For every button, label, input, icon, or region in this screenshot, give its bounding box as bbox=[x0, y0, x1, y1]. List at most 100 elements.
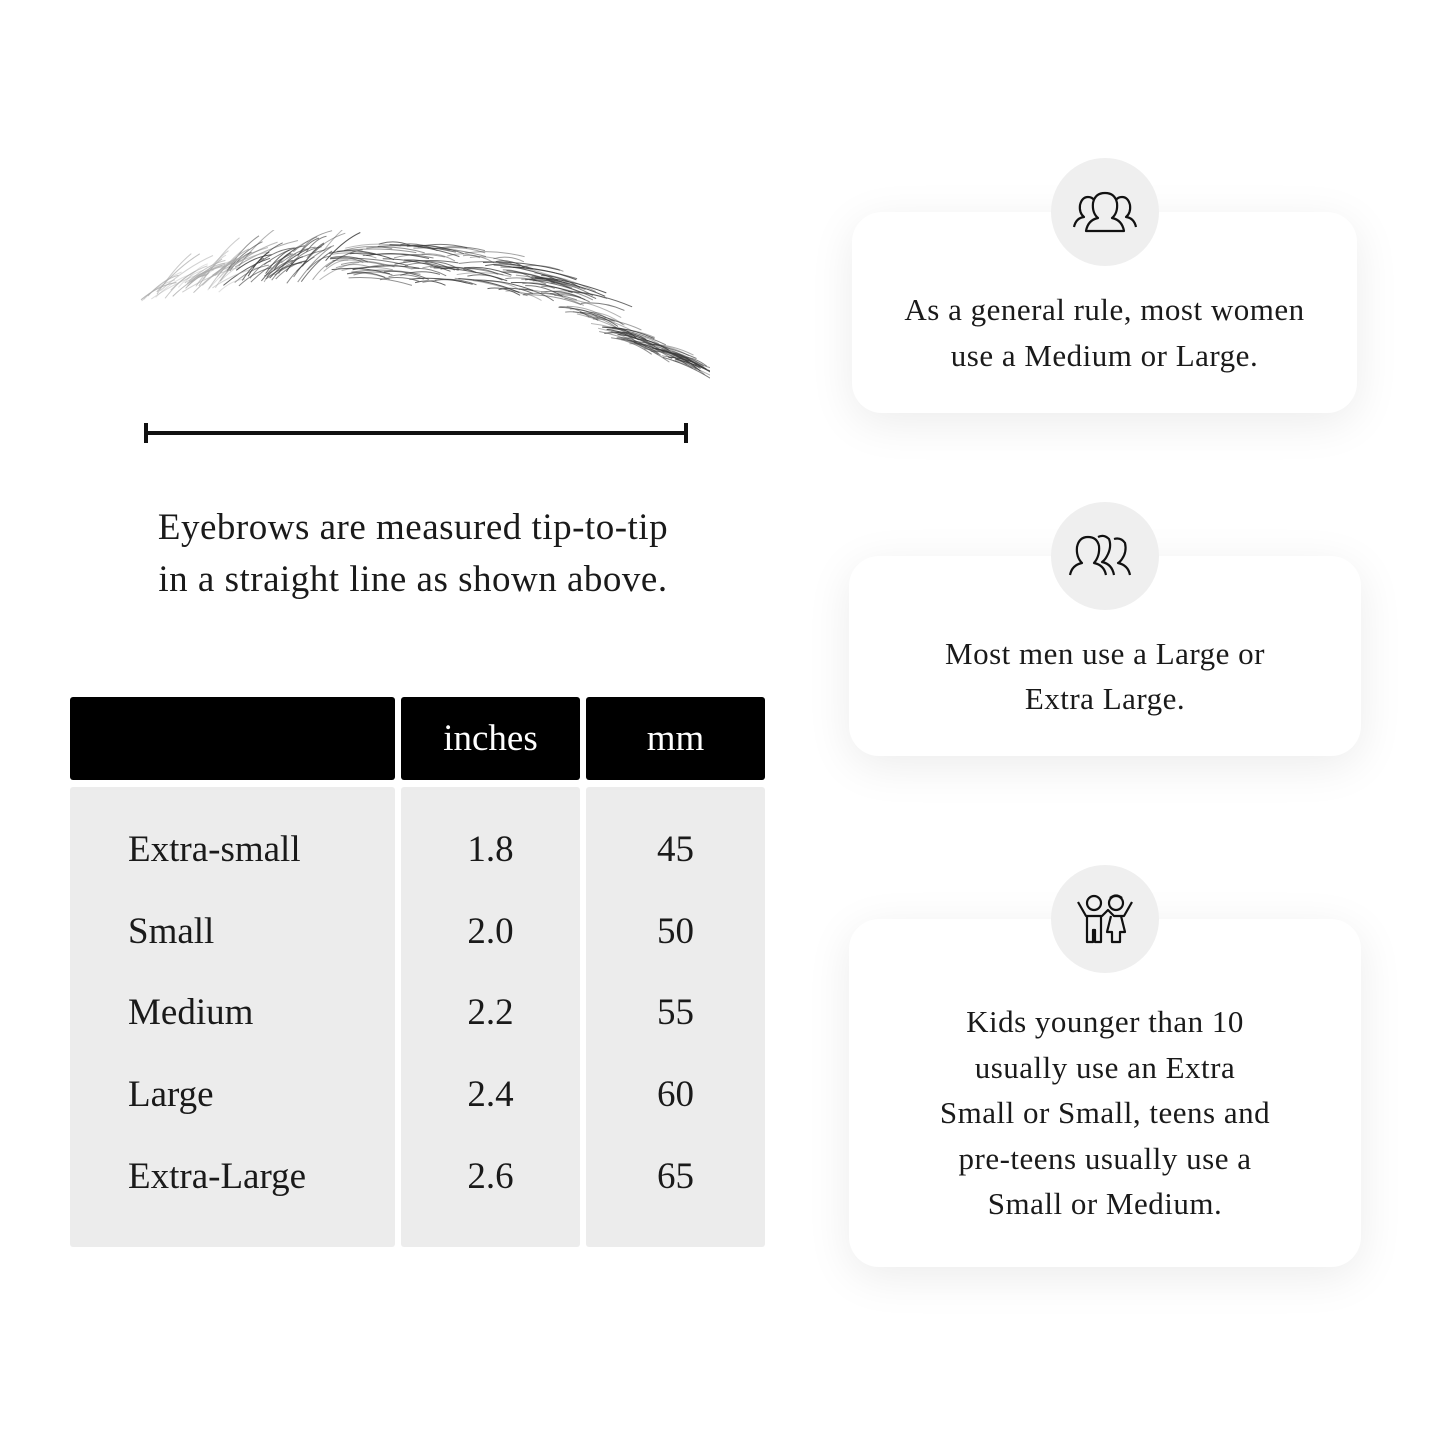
eyebrow-hair bbox=[250, 253, 293, 283]
eyebrow-hair bbox=[335, 263, 371, 269]
eyebrow-hair bbox=[346, 271, 386, 278]
caption-line: in a straight line as shown above. bbox=[158, 559, 668, 600]
eyebrow-hair bbox=[456, 272, 512, 278]
eyebrow-hair bbox=[422, 265, 459, 271]
eyebrow-hair bbox=[645, 346, 693, 369]
eyebrow-hair bbox=[263, 261, 283, 283]
size-column: Extra-small Small Medium Large Extra-Large bbox=[70, 787, 395, 1247]
eyebrow-hair bbox=[329, 257, 409, 266]
eyebrow-hair bbox=[188, 259, 226, 282]
eyebrow-hair bbox=[510, 282, 573, 293]
eyebrow-hair bbox=[400, 271, 441, 276]
eyebrow-hair bbox=[674, 360, 705, 375]
eyebrow-hair bbox=[332, 259, 395, 268]
eyebrow-hair bbox=[464, 266, 512, 276]
eyebrow-hair bbox=[652, 347, 707, 370]
eyebrow-hair bbox=[388, 274, 424, 280]
eyebrow-hair bbox=[569, 308, 599, 319]
table-cell-inches: 2.4 bbox=[467, 1074, 514, 1116]
eyebrow-hair bbox=[482, 261, 561, 271]
eyebrow-hair bbox=[331, 267, 391, 275]
eyebrow-hair bbox=[534, 272, 597, 293]
measurement-line bbox=[144, 423, 688, 443]
eyebrow-hair bbox=[263, 249, 325, 277]
eyebrow-hair bbox=[156, 253, 192, 295]
eyebrow-hair bbox=[493, 256, 525, 263]
eyebrow-hair bbox=[241, 257, 265, 281]
eyebrow-hair bbox=[572, 311, 635, 333]
eyebrow-hair bbox=[673, 360, 710, 376]
eyebrow-hair bbox=[505, 277, 547, 285]
eyebrow-hair bbox=[219, 258, 244, 282]
eyebrow-hair bbox=[330, 255, 368, 263]
eyebrow-hair bbox=[196, 262, 226, 279]
eyebrow-hair bbox=[238, 267, 272, 287]
men-group-icon bbox=[1051, 502, 1159, 610]
inches-column: 1.8 2.0 2.2 2.4 2.6 bbox=[401, 787, 580, 1247]
eyebrow-hair bbox=[266, 259, 293, 278]
eyebrow-hair bbox=[661, 348, 705, 367]
eyebrow-hair bbox=[568, 291, 633, 308]
eyebrow-hair bbox=[238, 230, 275, 267]
table-cell-size: Large bbox=[128, 1074, 214, 1116]
table-cell-inches: 2.2 bbox=[467, 992, 514, 1034]
eyebrow-hair bbox=[409, 277, 473, 285]
eyebrow-hair bbox=[226, 241, 263, 271]
eyebrow-hair bbox=[228, 235, 260, 269]
eyebrow-hair bbox=[214, 258, 238, 276]
eyebrow-hair bbox=[285, 256, 304, 273]
eyebrow-hair bbox=[340, 261, 385, 266]
eyebrow-hair bbox=[344, 246, 393, 251]
eyebrow-hair bbox=[414, 280, 446, 286]
eyebrow-hair bbox=[540, 290, 582, 299]
eyebrow-hair bbox=[292, 230, 333, 253]
eyebrow-hair bbox=[626, 339, 673, 360]
table-cell-mm: 55 bbox=[657, 992, 694, 1034]
tip-line: Small or Small, teens and bbox=[939, 1095, 1271, 1131]
eyebrow-hair bbox=[525, 278, 568, 285]
eyebrow-hair bbox=[261, 247, 297, 282]
eyebrow-hair bbox=[421, 253, 456, 262]
women-group-icon bbox=[1051, 158, 1159, 266]
eyebrow-hair bbox=[366, 246, 425, 254]
tip-line: usually use an Extra bbox=[974, 1049, 1236, 1085]
eyebrow-hair bbox=[599, 331, 659, 355]
table-cell-inches: 2.0 bbox=[467, 910, 514, 952]
measurement-caption: Eyebrows are measured tip-to-tip in a st… bbox=[100, 502, 726, 606]
eyebrow-hair bbox=[366, 253, 430, 259]
eyebrow-hair bbox=[382, 258, 451, 272]
eyebrow-hair bbox=[252, 242, 283, 268]
eyebrow-hair bbox=[617, 337, 670, 363]
eyebrow-hair bbox=[422, 279, 467, 284]
eyebrow-hair bbox=[393, 253, 446, 259]
eyebrow-hair bbox=[297, 246, 332, 283]
eyebrow-hair bbox=[312, 259, 336, 281]
eyebrow-hair bbox=[346, 272, 390, 280]
tip-card-kids: Kids younger than 10 usually use an Extr… bbox=[849, 919, 1361, 1267]
eyebrow-hair bbox=[185, 274, 207, 289]
tip-line: pre-teens usually use a bbox=[958, 1140, 1252, 1176]
mm-column: 45 50 55 60 65 bbox=[586, 787, 765, 1247]
eyebrow-hair bbox=[580, 302, 625, 311]
eyebrow-hair bbox=[629, 343, 659, 354]
eyebrow-hair bbox=[604, 332, 638, 340]
eyebrow-hair bbox=[223, 257, 271, 286]
eyebrow-hair bbox=[634, 337, 690, 361]
eyebrow-hair bbox=[336, 248, 417, 254]
eyebrow-hair bbox=[271, 262, 294, 281]
eyebrow-hair bbox=[323, 230, 343, 252]
table-cell-mm: 65 bbox=[657, 1155, 694, 1197]
table-cell-size: Small bbox=[128, 910, 215, 952]
eyebrow-hair bbox=[301, 242, 325, 267]
eyebrow-hair bbox=[323, 259, 349, 272]
caption-line: Eyebrows are measured tip-to-tip bbox=[157, 507, 669, 548]
table-header-mm: mm bbox=[586, 697, 765, 780]
tip-line: use a Medium or Large. bbox=[950, 337, 1259, 373]
eyebrow-hair bbox=[565, 311, 599, 321]
eyebrow-hair bbox=[286, 256, 315, 284]
eyebrow-hair bbox=[367, 264, 411, 270]
eyebrow-hair bbox=[559, 306, 590, 318]
table-cell-size: Extra-Large bbox=[128, 1155, 307, 1197]
eyebrow-hair bbox=[306, 255, 331, 271]
table-cell-inches: 2.6 bbox=[467, 1155, 514, 1197]
